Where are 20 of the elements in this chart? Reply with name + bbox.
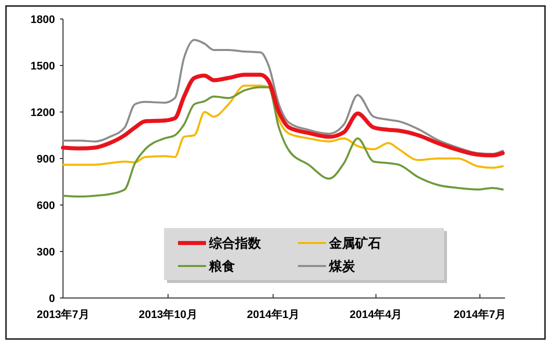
x-tick-label: 2014年7月 (454, 308, 506, 321)
line-series (61, 72, 505, 158)
y-tick-label: 600 (36, 200, 55, 212)
legend-label: 煤炭 (328, 258, 356, 274)
line-series (62, 84, 504, 169)
x-tick-label: 2013年10月 (138, 308, 198, 321)
y-tick-label: 300 (36, 246, 55, 258)
y-tick-label: 1500 (30, 60, 55, 72)
y-tick-label: 900 (36, 153, 55, 166)
y-tick-label: 1200 (30, 106, 55, 119)
y-tick-label: 0 (48, 292, 55, 305)
x-tick-label: 2014年4月 (350, 308, 402, 321)
line-series (62, 86, 504, 198)
x-tick-label: 2014年1月 (246, 308, 300, 321)
legend-label: 综合指数 (208, 236, 262, 251)
legend-label: 粮食 (208, 258, 235, 274)
x-tick-label: 2013年7月 (36, 308, 90, 321)
line-series (62, 38, 504, 155)
legend-label: 金属矿石 (328, 236, 381, 251)
y-tick-label: 1800 (30, 14, 55, 26)
